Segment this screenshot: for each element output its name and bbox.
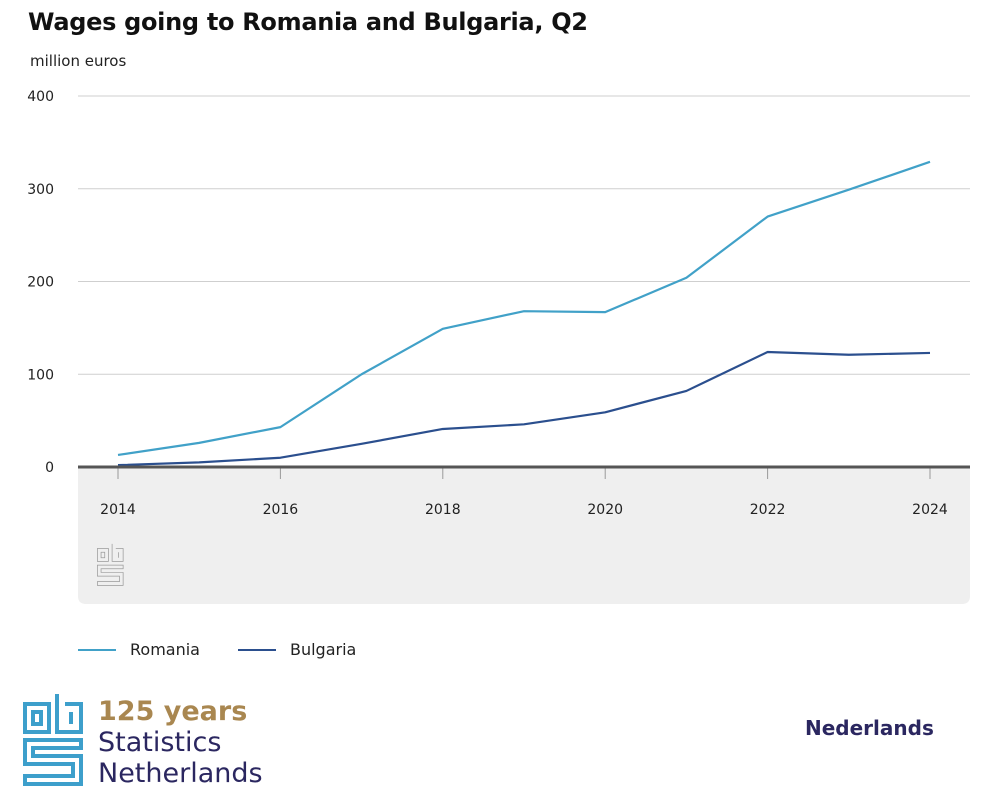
y-tick-label: 100 xyxy=(27,367,54,383)
x-tick-label: 2022 xyxy=(750,502,786,518)
legend-item-bulgaria[interactable]: Bulgaria xyxy=(237,640,357,659)
x-tick-label: 2020 xyxy=(587,502,623,518)
language-switch-link[interactable]: Nederlands xyxy=(805,716,934,740)
line-chart: 0 100 200 300 400 2014 2016 2018 2020 2022 2024 xyxy=(27,89,970,604)
legend: Romania Bulgaria xyxy=(78,640,356,659)
x-tick-label: 2018 xyxy=(425,502,461,518)
brand-name-line2: Netherlands xyxy=(98,758,263,789)
chart-title: Wages going to Romania and Bulgaria, Q2 xyxy=(28,8,588,36)
legend-label: Bulgaria xyxy=(289,640,357,659)
series-line-bulgaria xyxy=(117,350,931,467)
legend-swatch-romania xyxy=(78,648,116,651)
legend-swatch-bulgaria xyxy=(237,648,276,651)
x-tick-label: 2024 xyxy=(912,502,948,518)
legend-label: Romania xyxy=(130,640,200,659)
y-tick-label: 400 xyxy=(27,89,54,105)
brand-text: 125 years Statistics Netherlands xyxy=(98,696,263,789)
y-tick-label: 300 xyxy=(27,182,54,198)
x-tick-label: 2014 xyxy=(100,502,136,518)
y-tick-label: 0 xyxy=(45,460,54,476)
legend-item-romania[interactable]: Romania xyxy=(78,640,200,659)
x-tick-label: 2016 xyxy=(263,502,299,518)
cbs-watermark-icon xyxy=(97,543,124,586)
brand-years: 125 years xyxy=(98,696,248,727)
cbs-logo-icon xyxy=(23,694,83,786)
x-axis-panel xyxy=(78,467,970,604)
y-tick-label: 200 xyxy=(27,275,54,291)
brand-name-line1: Statistics xyxy=(98,727,222,758)
series-line-romania xyxy=(117,160,931,457)
y-axis-unit: million euros xyxy=(30,52,127,70)
